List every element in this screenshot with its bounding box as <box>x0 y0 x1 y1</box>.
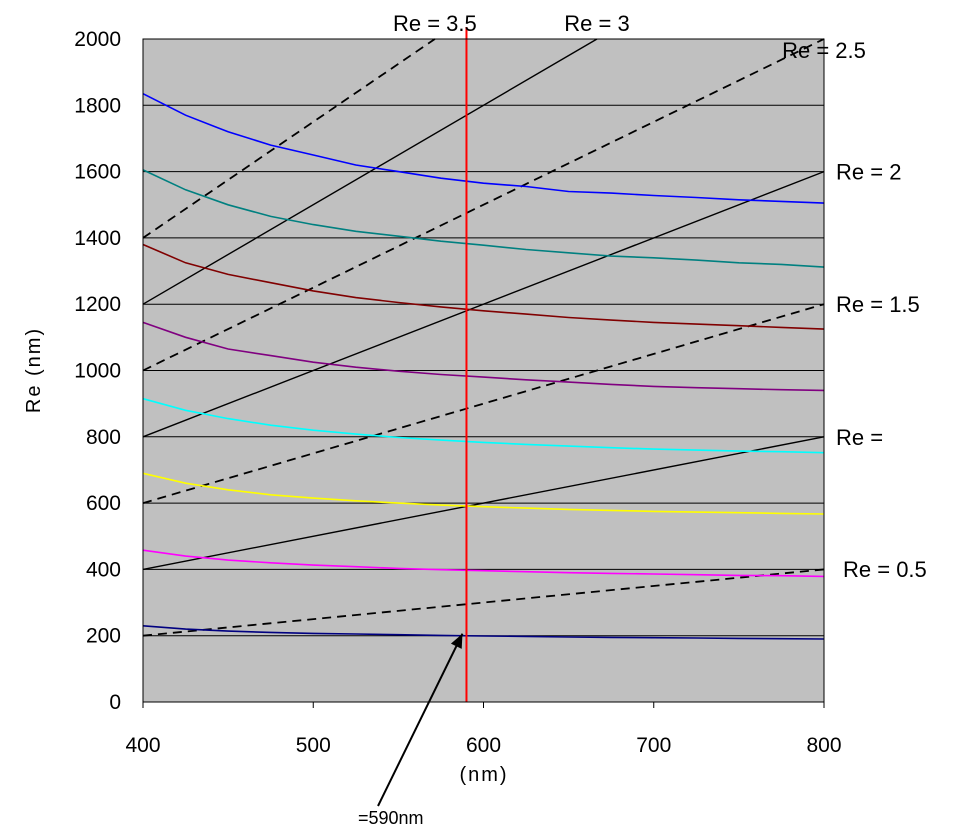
x-axis-label: (nm) <box>459 764 508 786</box>
reference-line-5 <box>142 38 598 305</box>
series-line-5 <box>142 472 825 515</box>
y-tick-label-1800: 1800 <box>74 94 121 117</box>
annotation-arrowhead <box>450 633 463 649</box>
y-tick-label-600: 600 <box>86 492 121 515</box>
reference-label-0: Re = 0.5 <box>843 557 927 582</box>
series-line-6 <box>142 549 825 578</box>
x-tick-label-700: 700 <box>636 734 671 757</box>
reference-lines <box>142 38 825 637</box>
axis-ticks: 0 200 400 600 800 1000 1200 1400 1600 1800 2000 400… <box>74 28 841 757</box>
x-tick-label-800: 800 <box>806 734 841 757</box>
reference-line-2 <box>142 303 825 504</box>
y-tick-label-1400: 1400 <box>74 227 121 250</box>
x-tick-label-600: 600 <box>466 734 501 757</box>
reference-line-3 <box>142 170 825 438</box>
y-tick-label-2000: 2000 <box>74 28 121 51</box>
x-tick-label-400: 400 <box>125 734 160 757</box>
series-line-4 <box>142 397 825 454</box>
annotation-arrow <box>377 633 464 807</box>
series-lines <box>142 92 825 640</box>
series-line-3 <box>142 321 825 392</box>
series-line-1 <box>142 169 825 268</box>
reference-label-6: Re = 3.5 <box>393 11 477 36</box>
series-line-7 <box>142 625 825 640</box>
reference-label-5: Re = 3 <box>564 11 629 36</box>
y-tick-label-200: 200 <box>86 625 121 648</box>
series-line-2 <box>142 243 825 330</box>
x-tick-label-500: 500 <box>296 734 331 757</box>
reference-label-4: Re = 2.5 <box>782 38 866 63</box>
annotation: =590nm <box>358 633 464 828</box>
reference-line-0 <box>142 568 825 637</box>
reference-line-1 <box>142 436 825 571</box>
reference-labels: Re = 0.5 Re = Re = 1.5 Re = 2 Re = 2.5 Re = 3… <box>393 11 927 582</box>
y-tick-label-1600: 1600 <box>74 161 121 184</box>
y-tick-label-1000: 1000 <box>74 360 121 383</box>
y-tick-label-400: 400 <box>86 558 121 581</box>
y-tick-label-800: 800 <box>86 426 121 449</box>
y-tick-label-1200: 1200 <box>74 293 121 316</box>
reference-label-2: Re = 1.5 <box>836 292 920 317</box>
series-line-0 <box>142 92 825 204</box>
annotation-text: =590nm <box>358 808 424 828</box>
y-tick-label-0: 0 <box>109 691 121 714</box>
reference-label-3: Re = 2 <box>836 160 901 185</box>
y-axis-label: Re (nm) <box>23 327 45 413</box>
reference-line-4 <box>142 38 825 372</box>
reference-label-1: Re = <box>836 425 883 450</box>
